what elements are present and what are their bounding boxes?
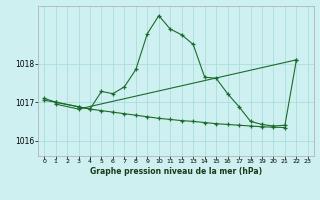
- X-axis label: Graphe pression niveau de la mer (hPa): Graphe pression niveau de la mer (hPa): [90, 167, 262, 176]
